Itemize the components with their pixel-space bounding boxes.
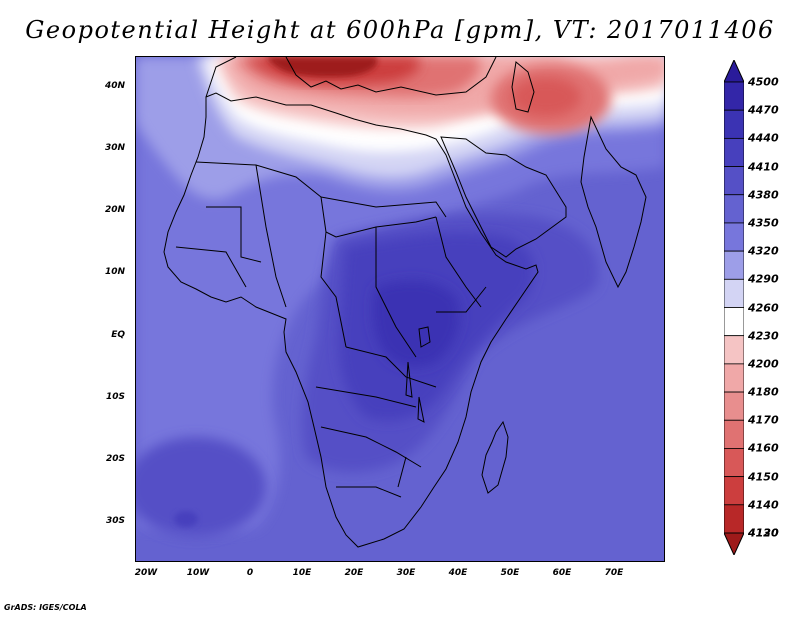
colorbar-swatch <box>724 109 744 139</box>
colorbar-label: 4260 <box>748 301 779 314</box>
lon-label-40e: 40E <box>448 568 468 578</box>
colorbar-label: 4120 <box>748 526 779 540</box>
colorbar-top-triangle <box>724 60 744 83</box>
colorbar-label: 4410 <box>748 160 779 174</box>
colorbar-label: 4500 <box>748 75 779 89</box>
colorbar-swatch <box>724 166 744 196</box>
colorbar-label: 4470 <box>748 103 779 117</box>
colorbar-swatch <box>724 137 744 167</box>
lon-label-0: 0 <box>246 568 254 578</box>
coastlines <box>163 57 647 548</box>
colorbar-label: 4230 <box>748 329 779 343</box>
colorbar-label: 4290 <box>748 272 779 286</box>
field-contour-4440 <box>372 280 460 367</box>
colorbar-swatch <box>724 250 744 280</box>
lat-label-10s: 10S <box>105 392 125 402</box>
lat-label-eq: EQ <box>111 330 125 340</box>
colorbar-swatch <box>724 448 744 478</box>
colorbar-label: 4380 <box>748 188 779 202</box>
map-plot-area <box>135 56 665 562</box>
colorbar-label: 4350 <box>748 216 779 230</box>
colorbar-label: 4150 <box>748 470 779 484</box>
lon-label-10e: 10E <box>292 568 312 578</box>
lat-label-40n: 40N <box>104 81 125 91</box>
lon-label-60e: 60E <box>552 568 572 578</box>
lon-label-50e: 50E <box>500 568 520 578</box>
lat-label-10n: 10N <box>104 267 125 277</box>
grads-credit: GrADS: IGES/COLA <box>4 603 87 612</box>
colorbar-label: 4130 <box>748 526 779 540</box>
colorbar <box>724 60 744 555</box>
colorbar-swatch <box>724 194 744 224</box>
colorbar-swatch <box>724 222 744 252</box>
colorbar-label: 4170 <box>748 413 779 427</box>
colorbar-label: 4140 <box>748 498 779 512</box>
colorbar-swatch <box>724 363 744 393</box>
colorbar-swatch <box>724 307 744 337</box>
lon-label-20e: 20E <box>344 568 364 578</box>
colorbar-swatch <box>724 335 744 365</box>
colorbar-swatch <box>724 278 744 308</box>
colorbar-label: 4160 <box>748 441 779 455</box>
colorbar-label: 4440 <box>748 131 779 145</box>
colorbar-label: 4320 <box>748 244 779 258</box>
field-contour-iran-4140 <box>511 77 581 117</box>
lon-label-10w: 10W <box>186 568 210 578</box>
lon-label-20w: 20W <box>134 568 158 578</box>
colorbar-swatch <box>724 391 744 421</box>
colorbar-swatch <box>724 419 744 449</box>
colorbar-label: 4200 <box>748 357 779 371</box>
colorbar-label: 4180 <box>748 385 779 399</box>
lat-label-20n: 20N <box>104 205 125 215</box>
colorbar-swatch <box>724 476 744 506</box>
lat-label-30n: 30N <box>104 143 125 153</box>
map-title: Geopotential Height at 600hPa [gpm], VT:… <box>25 16 775 44</box>
lat-label-30s: 30S <box>105 516 125 526</box>
colorbar-swatch <box>724 81 744 111</box>
colorbar-bottom-triangle <box>724 532 744 555</box>
lon-label-70e: 70E <box>604 568 624 578</box>
colorbar-swatch <box>724 504 744 534</box>
field-contour-atlantic-4380 <box>136 437 266 537</box>
lat-label-20s: 20S <box>105 454 125 464</box>
lon-label-30e: 30E <box>396 568 416 578</box>
field-contour-atlantic-4410 <box>174 511 198 527</box>
